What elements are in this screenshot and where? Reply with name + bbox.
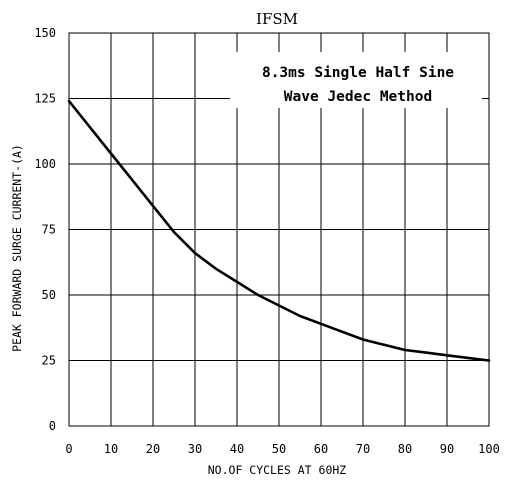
annotation: 8.3ms Single Half Sine Wave Jedec Method: [262, 65, 454, 105]
x-tick-label: 90: [440, 442, 454, 456]
x-tick-label: 30: [188, 442, 202, 456]
x-tick-label: 50: [272, 442, 286, 456]
x-tick-label: 20: [146, 442, 160, 456]
y-tick-labels: 0 25 50 75 100 125 150: [34, 26, 56, 433]
x-tick-labels: 0 10 20 30 40 50 60 70 80 90 100: [65, 442, 499, 456]
y-tick-label: 0: [49, 419, 56, 433]
y-tick-label: 150: [34, 26, 56, 40]
y-tick-label: 125: [34, 92, 56, 106]
y-tick-label: 25: [42, 354, 56, 368]
x-tick-label: 0: [65, 442, 72, 456]
series-line: [67, 99, 491, 362]
annotation-background: [230, 52, 482, 108]
x-axis-label: NO.OF CYCLES AT 60HZ: [208, 463, 347, 477]
chart-title: IFSM: [256, 10, 298, 28]
y-tick-label: 75: [42, 223, 56, 237]
y-axis-label: PEAK FORWARD SURGE CURRENT-(A): [10, 144, 24, 352]
x-tick-label: 40: [230, 442, 244, 456]
x-tick-label: 80: [398, 442, 412, 456]
annotation-line: 8.3ms Single Half Sine: [262, 65, 454, 81]
x-tick-label: 10: [104, 442, 118, 456]
annotation-line: Wave Jedec Method: [284, 89, 432, 105]
series-layer: [67, 99, 491, 362]
x-tick-label: 60: [314, 442, 328, 456]
y-tick-label: 100: [34, 157, 56, 171]
x-tick-label: 70: [356, 442, 370, 456]
plot-frame: [68, 32, 490, 427]
y-tick-label: 50: [42, 288, 56, 302]
x-tick-label: 100: [478, 442, 500, 456]
